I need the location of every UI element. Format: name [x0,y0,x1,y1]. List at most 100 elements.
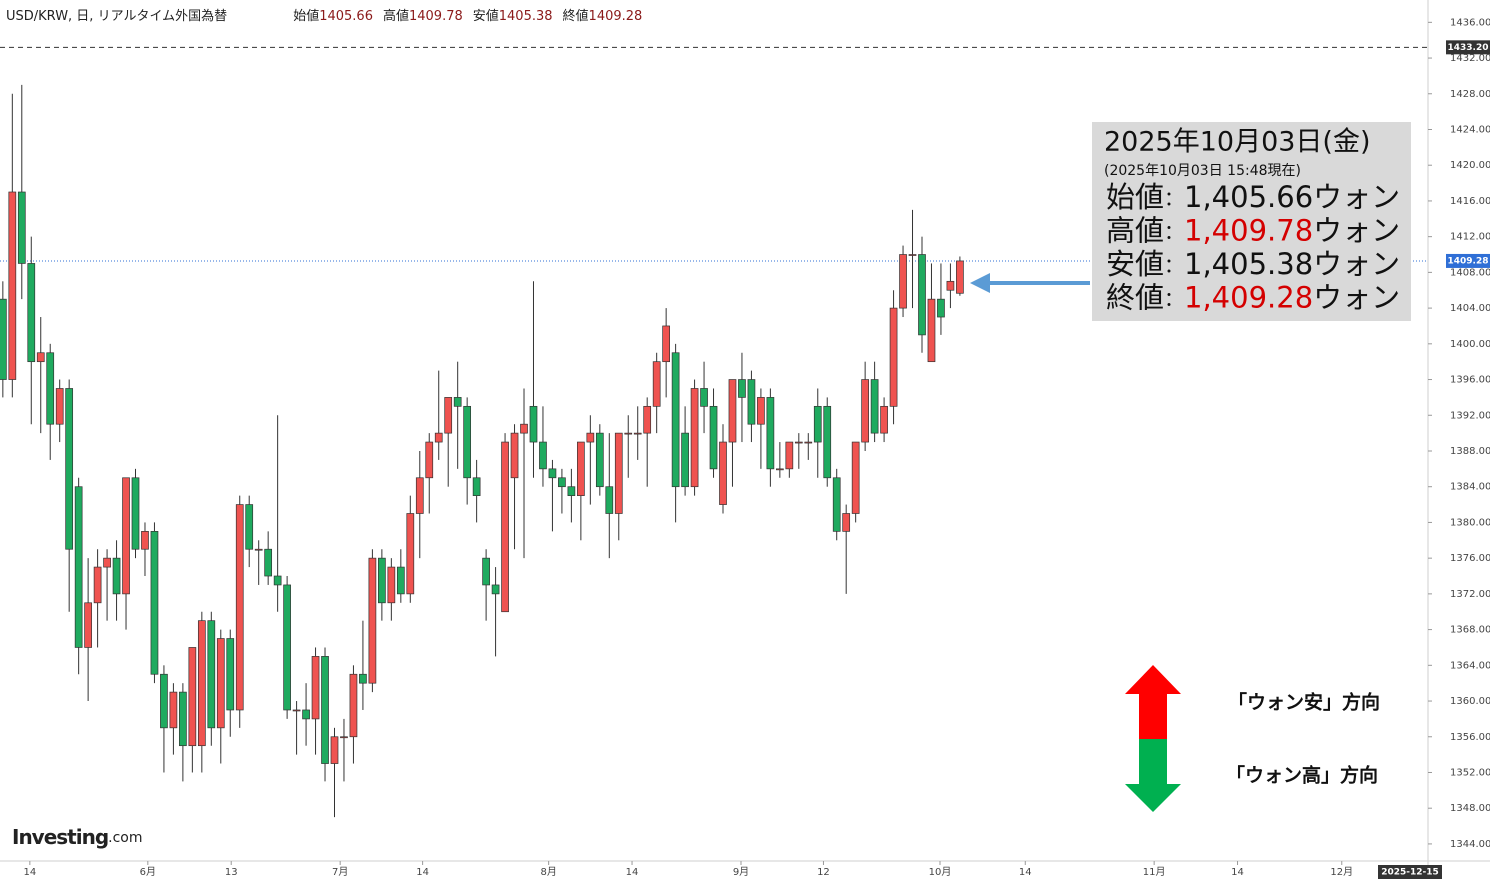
legend-up: 「ウォン安」方向 [1228,691,1380,714]
candle-body [918,254,926,336]
candle-body [832,477,841,532]
y-tick-label: 1380.00 [1450,517,1490,528]
y-tick-label: 1360.00 [1450,696,1490,707]
candle-body [614,432,623,514]
x-tick-label: 14 [626,867,639,878]
up-arrow [1125,665,1181,739]
info-sep: ： [1164,219,1184,243]
candle-body [131,477,140,550]
candle-body [889,307,898,407]
candle-body [567,486,576,496]
y-tick-label: 1388.00 [1450,446,1490,457]
y-tick-label: 1416.00 [1450,196,1490,207]
candle-body [757,397,765,425]
x-tick-label: 10月 [929,866,952,878]
candle-body [216,638,225,729]
symbol-title: USD/KRW, 日, リアルタイム外国為替 始値1405.66 高値1409.78… [6,8,642,24]
info-unit: ウォン [1313,180,1400,214]
candle-body [823,405,832,479]
x-tick-label: 6月 [140,866,156,878]
y-tick-label: 1344.00 [1450,839,1490,850]
ohlc-value: 1409.28 [589,9,643,24]
candle-body [861,379,869,443]
symbol: USD/KRW, 日, リアルタイム外国為替 [6,8,227,24]
y-tick-label: 1348.00 [1450,803,1490,814]
info-row: 始値：1,405.66ウォン [1106,180,1400,214]
info-sep: ： [1164,286,1184,310]
candle-body [84,602,92,648]
info-label: 安値 [1106,247,1164,281]
candle-body [55,388,64,425]
candle-body [510,432,519,479]
info-timestamp: (2025年10月03日 15:48現在) [1104,163,1301,179]
info-unit: ウォン [1313,214,1400,248]
candle-body [207,620,216,729]
info-label: 終値 [1106,281,1164,315]
info-date: 2025年10月03日(金) [1104,127,1371,158]
price-tag-label: 1409.28 [1448,256,1489,266]
candle-body [188,647,197,747]
y-tick-label: 1436.00 [1450,17,1490,28]
candle-body [842,513,851,532]
candle-body [349,673,358,738]
info-value: 1,409.28 [1184,281,1313,315]
pointer-arrow-head [970,273,990,293]
candle-body [747,379,756,425]
candle-body [633,432,642,435]
logo-brand: Investing [12,825,108,849]
candle-body [501,441,509,613]
y-tick-label: 1400.00 [1450,339,1490,350]
candle-body [378,557,386,604]
candle-body [937,298,945,318]
y-tick-label: 1432.00 [1450,53,1490,64]
candle-body [709,405,718,470]
candle-body [558,477,566,488]
price-tag [1446,40,1490,55]
legend-down: 「ウォン高」方向 [1226,764,1378,787]
candle-body [273,575,282,586]
candle-body [235,504,244,711]
candle-body [122,477,130,595]
candle-body [179,691,187,747]
candle-body [738,379,746,398]
y-tick-label: 1384.00 [1450,482,1490,493]
candle-body [880,405,888,434]
ohlc-label: 始値 [293,8,319,24]
info-unit: ウォン [1313,247,1400,281]
candle-body [927,298,936,363]
y-tick-label: 1392.00 [1450,410,1490,421]
x-tick-label: 13 [225,867,238,878]
info-row: 高値：1,409.78ウォン [1106,214,1400,248]
candle-body [292,709,301,712]
candle-body [652,361,661,407]
candle-body [595,432,604,488]
info-label: 始値 [1106,180,1164,214]
candle-body [577,441,585,496]
candle-body [434,432,443,443]
price-tag [1446,253,1490,268]
info-value: 1,405.38 [1184,247,1313,281]
candle-body [46,352,55,425]
candle-body [482,557,490,586]
x-tick-label: 7月 [332,866,348,878]
candle-body [956,260,964,294]
candle-body [946,280,955,291]
candle-body [643,405,652,434]
ohlc-value: 1409.78 [409,9,463,24]
candle-body [415,477,424,514]
x-tick-label: 14 [416,867,429,878]
y-tick-label: 1408.00 [1450,267,1490,278]
candle-body [330,736,339,764]
candle-body [520,423,528,434]
x-tick-label: 12 [817,867,830,878]
candle-body [112,557,121,595]
candle-body [453,397,462,407]
candle-body [804,441,813,444]
candle-body [406,513,415,595]
candle-body [36,352,45,363]
y-tick-label: 1412.00 [1450,232,1490,243]
candle-body [396,566,405,595]
candle-body [870,379,879,434]
candle-body [529,405,538,443]
